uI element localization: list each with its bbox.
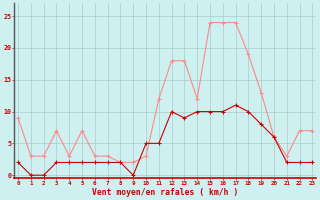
X-axis label: Vent moyen/en rafales ( km/h ): Vent moyen/en rafales ( km/h ) (92, 188, 238, 197)
